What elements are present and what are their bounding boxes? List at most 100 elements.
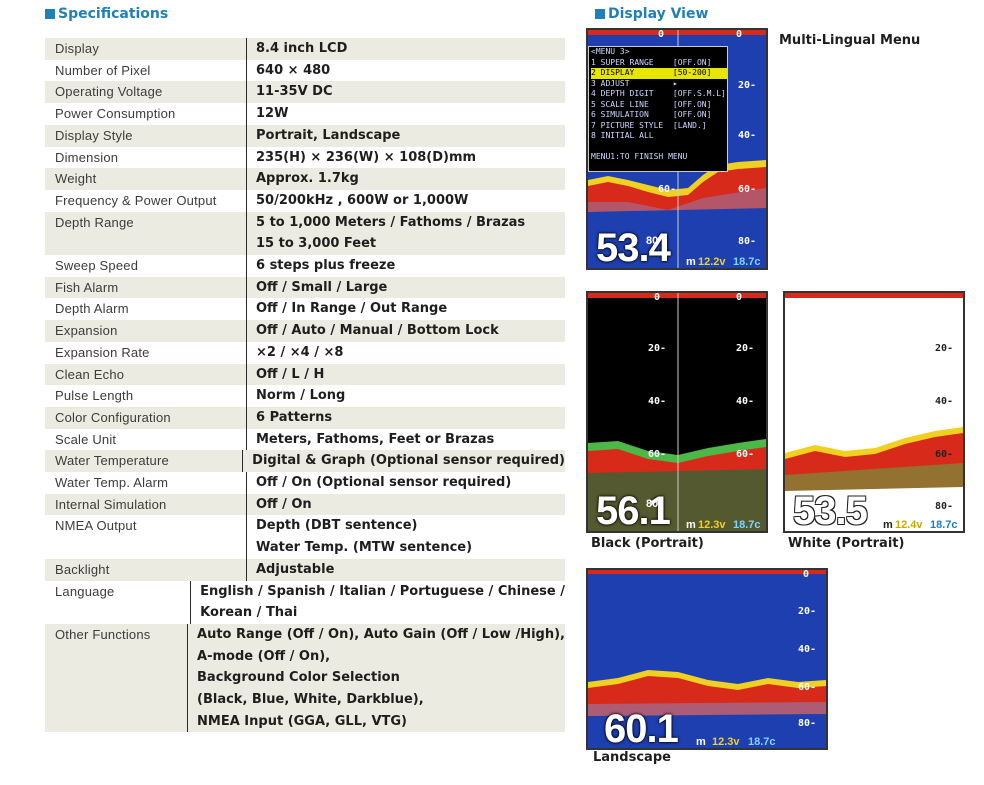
spec-label: Display: [45, 38, 247, 60]
scale-label: 80-: [738, 236, 757, 247]
scale-value: 40: [648, 396, 661, 407]
spec-value-line: Depth (DBT sentence): [256, 518, 418, 534]
spec-label: Pulse Length: [45, 385, 247, 407]
depth-unit: m: [686, 519, 696, 531]
scale-value: 80: [798, 718, 811, 729]
spec-value-line: (Black, Blue, White, Darkblue),: [197, 691, 424, 707]
scale-label: 60-: [736, 449, 755, 460]
specifications-heading: Specifications: [45, 6, 168, 22]
spec-value: Adjustable: [247, 559, 565, 581]
spec-row: Backlight Adjustable: [45, 558, 565, 581]
landscape-screen: 0 20- 40- 60- 80- 60.1 m 12.3v 18.7c: [586, 568, 828, 750]
scale-label: 40-: [648, 396, 667, 407]
menu-line: <MENU 3>: [591, 47, 630, 56]
black-echogram: [588, 293, 766, 531]
scale-label: 40-: [738, 130, 757, 141]
depth-unit: m: [883, 519, 893, 531]
spec-value: Meters, Fathoms, Feet or Brazas: [247, 429, 565, 451]
spec-label: Number of Pixel: [45, 59, 247, 82]
spec-value-line: ×2 / ×4 / ×8: [256, 344, 344, 360]
spec-label: Dimension: [45, 146, 247, 169]
scale-value: 60: [738, 184, 751, 195]
spec-row: Display 8.4 inch LCD: [45, 38, 565, 60]
spec-label: Expansion: [45, 320, 247, 342]
scale-value: 20: [738, 80, 751, 91]
spec-value: ×2 / ×4 / ×8: [247, 342, 565, 364]
white-screen: 20- 40- 60- 80- 53.5 m 12.4v 18.7c: [783, 291, 965, 533]
spec-value: Portrait, Landscape: [247, 125, 565, 147]
spec-row: Power Consumption 12W: [45, 103, 565, 125]
spec-label: NMEA Output: [45, 515, 247, 559]
spec-row: Other Functions Auto Range (Off / On), Au…: [45, 623, 565, 733]
spec-value: 8.4 inch LCD: [247, 38, 565, 60]
spec-value-line: English / Spanish / Italian / Portuguese…: [200, 583, 565, 599]
black-caption: Black (Portrait): [591, 536, 704, 551]
spec-label: Internal Simulation: [45, 493, 247, 516]
scale-value: 60: [935, 449, 948, 460]
spec-value: Approx. 1.7kg: [247, 168, 565, 190]
scale-value: 60: [658, 184, 671, 195]
menu-line: [591, 142, 727, 153]
spec-row: Internal Simulation Off / On: [45, 493, 565, 516]
spec-label: Weight: [45, 168, 247, 190]
spec-value: Digital & Graph (Optional sensor require…: [243, 450, 565, 472]
spec-value: 6 Patterns: [247, 407, 565, 429]
spec-value: Depth (DBT sentence) Water Temp. (MTW sen…: [247, 515, 565, 558]
scale-label: 0: [736, 29, 743, 40]
spec-label: Frequency & Power Output: [45, 189, 247, 212]
scale-label: 0: [658, 29, 665, 40]
menu-line: 4 DEPTH DIGIT [OFF.S.M.L]: [591, 89, 726, 98]
spec-value: 640 × 480: [247, 60, 565, 82]
spec-value: Auto Range (Off / On), Auto Gain (Off / …: [188, 624, 565, 732]
spec-value-line: Digital & Graph (Optional sensor require…: [252, 453, 565, 469]
depth-readout: 56.1: [596, 489, 671, 533]
spec-value: Off / Small / Large: [247, 277, 565, 299]
spec-row: Depth Alarm Off / In Range / Out Range: [45, 298, 565, 321]
voltage-readout: 12.4v: [895, 519, 923, 531]
scale-label: 60-: [738, 184, 757, 195]
black-screen: 0 0 20- 20- 40- 40- 60- 60- 56.1 80 m 12…: [586, 291, 768, 533]
spec-value-line: Off / Small / Large: [256, 279, 388, 295]
spec-label: Backlight: [45, 558, 247, 581]
menu-line: 2 DISPLAY [50-200]: [591, 68, 727, 79]
depth-readout: 53.4: [596, 226, 671, 270]
scale-label: 40-: [798, 644, 817, 655]
spec-value-line: Auto Range (Off / On), Auto Gain (Off / …: [197, 626, 565, 642]
scale-label: 40-: [935, 396, 954, 407]
temperature-readout: 18.7c: [748, 736, 776, 748]
spec-value-line: Off / On (Optional sensor required): [256, 475, 512, 491]
voltage-readout: 12.3v: [712, 736, 740, 748]
spec-value-line: Meters, Fathoms, Feet or Brazas: [256, 431, 495, 447]
heading-square-icon: [595, 9, 605, 19]
spec-label: Fish Alarm: [45, 276, 247, 299]
spec-row: Clean Echo Off / L / H: [45, 363, 565, 386]
menu-line: MENU1:TO FINISH MENU: [591, 152, 688, 161]
white-caption: White (Portrait): [788, 536, 905, 551]
spec-label: Scale Unit: [45, 428, 247, 451]
spec-label: Water Temperature: [45, 450, 244, 473]
menu-line: 5 SCALE LINE [OFF.ON]: [591, 99, 712, 109]
spec-value: Off / On: [247, 494, 565, 516]
menu-line: 1 SUPER RANGE [OFF.ON]: [591, 57, 712, 67]
landscape-echogram: [588, 570, 826, 748]
spec-row: Language English / Spanish / Italian / Po…: [45, 580, 565, 624]
spec-value-line: Adjustable: [256, 561, 335, 577]
spec-row: Frequency & Power Output 50/200kHz , 600W…: [45, 189, 565, 212]
specifications-heading-text: Specifications: [58, 6, 169, 22]
depth-readout: 60.1: [604, 707, 679, 750]
spec-label: Expansion Rate: [45, 341, 247, 364]
spec-label: Operating Voltage: [45, 81, 247, 104]
spec-value-line: 12W: [256, 106, 289, 122]
spec-row: Water Temperature Digital & Graph (Option…: [45, 450, 565, 473]
scale-label: 0: [654, 292, 661, 303]
depth-unit: m: [696, 736, 706, 748]
spec-row: Expansion Off / Auto / Manual / Bottom Lo…: [45, 320, 565, 342]
display-view-heading-text: Display View: [608, 6, 709, 22]
spec-value: 12W: [247, 103, 565, 125]
spec-label: Water Temp. Alarm: [45, 472, 247, 494]
scale-value: 20: [648, 343, 661, 354]
scale-label: 20-: [935, 343, 954, 354]
spec-row: Water Temp. Alarm Off / On (Optional sens…: [45, 472, 565, 494]
spec-value-line: Off / On: [256, 496, 312, 512]
spec-label: Depth Range: [45, 211, 247, 255]
